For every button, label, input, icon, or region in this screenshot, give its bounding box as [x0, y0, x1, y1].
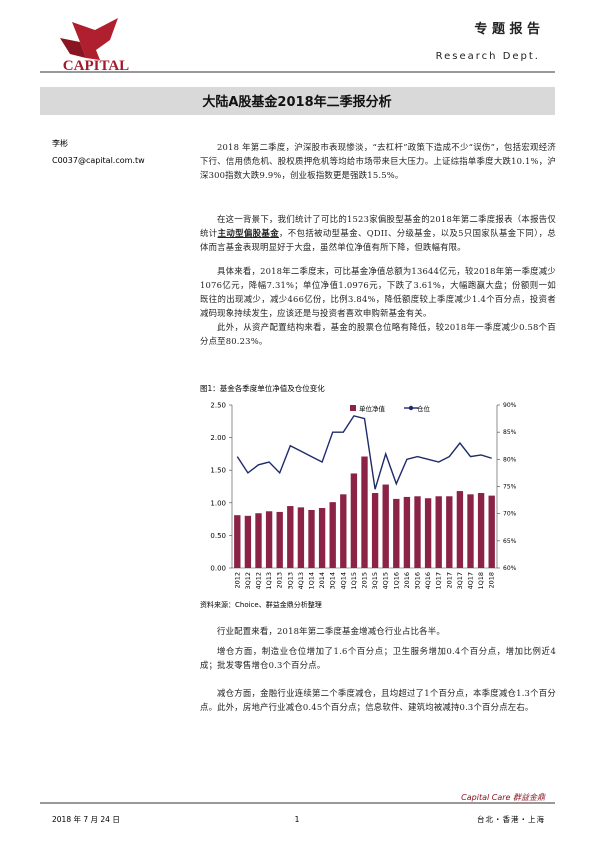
x-tick-label: 4Q15: [382, 572, 390, 590]
bar: [265, 511, 273, 568]
author-email: C0037@capital.com.tw: [52, 156, 145, 165]
bar: [276, 511, 283, 568]
dept: Research Dept.: [436, 51, 540, 62]
legend-marker: [408, 405, 414, 411]
title-bar: [40, 87, 555, 115]
bar: [329, 502, 336, 568]
logo-wing: [60, 38, 86, 58]
x-tick-label: 3Q16: [414, 572, 422, 590]
x-tick-label: 1Q14: [308, 572, 316, 590]
y2-tick-label: 80%: [503, 456, 517, 463]
footer-logo: Capital Care 群益金鼎: [461, 793, 546, 802]
text: 在这一背景下，我们统计了可比的1523家偏股型基金的2018年第二季度报表（本报…: [200, 214, 556, 238]
y-tick-label: 0.50: [210, 532, 226, 540]
paragraph: 行业配置来看，2018年第二季度基金增减仓行业占比各半。: [217, 626, 445, 636]
paragraph: 具体来看，2018年二季度末，可比基金净值总额为13644亿元，较2018年第一…: [200, 266, 556, 318]
y2-tick-label: 75%: [503, 484, 517, 491]
doc-title: 大陆A股基金2018年二季报分析: [202, 94, 391, 110]
bar: [382, 484, 389, 568]
chart-title: 图1：基金各季度单位净值及仓位变化: [200, 383, 325, 393]
y2-tick-label: 65%: [503, 538, 517, 545]
bar: [488, 495, 495, 568]
logo-text: CAPITAL: [63, 58, 129, 74]
legend-label: 仓位: [417, 404, 431, 413]
bar: [403, 496, 411, 568]
bar: [467, 494, 474, 568]
page-number: 1: [295, 815, 300, 824]
line: [236, 415, 492, 490]
chart-source: 资料来源：Choice、群益金鼎分析整理: [200, 600, 322, 609]
paragraph: 2018 年第二季度，沪深股市表现惨淡，“去杠杆”政策下造成不少“误伤”，包括宏…: [200, 142, 556, 180]
bar: [477, 493, 485, 568]
x-tick-label: 2017: [445, 572, 453, 589]
bar: [446, 496, 453, 568]
bar: [393, 498, 400, 568]
x-tick-label: 1Q13: [265, 572, 273, 590]
bar: [234, 515, 241, 568]
bar: [308, 509, 315, 568]
x-tick-label: 3Q17: [456, 572, 464, 590]
bar: [244, 515, 252, 568]
x-tick-label: 4Q13: [297, 572, 305, 590]
x-tick-label: 2015: [361, 572, 369, 589]
footer-date: 2018 年 7 月 24 日: [52, 814, 120, 824]
text: ，不包括被动型基金、QDII、分级基金，以及5只国家队基金下同），总体而言基金表…: [200, 228, 557, 252]
bar: [340, 494, 347, 568]
logo-bird: [72, 18, 118, 60]
x-tick-label: 2013: [276, 572, 284, 589]
y2-tick-label: 60%: [503, 565, 517, 572]
bar: [424, 498, 432, 568]
x-tick-label: 2014: [318, 572, 326, 589]
paragraph: 增仓方面，制造业仓位增加了1.6个百分点；卫生服务增加0.4个百分点，增加比例近…: [200, 646, 556, 670]
footer-cities: 台北・香港・上海: [477, 814, 545, 824]
x-tick-label: 2018: [488, 572, 496, 589]
x-tick-label: 4Q16: [424, 572, 432, 590]
bar: [297, 507, 305, 568]
bar: [287, 506, 294, 568]
x-tick-label: 3Q14: [329, 572, 337, 590]
y-tick-label: 1.50: [210, 467, 226, 475]
y2-tick-label: 85%: [503, 429, 517, 436]
y-tick-label: 2.50: [210, 402, 226, 410]
x-tick-label: 1Q15: [350, 572, 358, 590]
bar: [456, 491, 464, 568]
x-tick-label: 3Q12: [244, 572, 252, 590]
bar: [361, 456, 368, 568]
y2-tick-label: 70%: [503, 511, 517, 518]
legend-swatch: [350, 405, 356, 411]
x-tick-label: 3Q15: [371, 572, 379, 590]
report-type: 专 题 报 告: [474, 21, 540, 37]
x-tick-label: 3Q13: [286, 572, 294, 590]
bar: [350, 473, 358, 568]
author-name: 李彬: [52, 138, 68, 148]
y2-tick-label: 90%: [503, 402, 517, 409]
bar: [435, 496, 442, 568]
y-tick-label: 0.00: [210, 565, 226, 573]
emphasis: 主动型偏股基金: [217, 228, 279, 238]
paragraph: 此外，从资产配置结构来看，基金的股票仓位略有降低，较2018年一季度减少0.58…: [200, 322, 556, 346]
bar: [318, 508, 326, 568]
x-tick-label: 4Q17: [467, 572, 475, 590]
x-tick-label: 4Q14: [339, 572, 347, 590]
x-tick-label: 4Q12: [255, 572, 263, 590]
x-tick-label: 1Q16: [392, 572, 400, 590]
x-tick-label: 1Q18: [477, 572, 485, 590]
legend-label: 单位净值: [359, 404, 386, 413]
x-tick-label: 1Q17: [435, 572, 443, 590]
bar: [371, 493, 379, 568]
paragraph: 在这一背景下，我们统计了可比的1523家偏股型基金的2018年第二季度报表（本报…: [200, 212, 556, 254]
bar: [414, 496, 421, 568]
x-tick-label: 2012: [233, 572, 241, 589]
chart: 图1：基金各季度单位净值及仓位变化 0.00 0.50 1.00 1.50 2.00 2.5…: [200, 383, 517, 609]
y-tick-label: 2.00: [210, 434, 226, 442]
paragraph: 减仓方面，金融行业连续第二个季度减仓，且均超过了1个百分点，本季度减仓1.3个百…: [200, 688, 556, 712]
bar: [255, 513, 262, 568]
y-tick-label: 1.00: [210, 499, 226, 507]
x-tick-label: 2016: [403, 572, 411, 589]
